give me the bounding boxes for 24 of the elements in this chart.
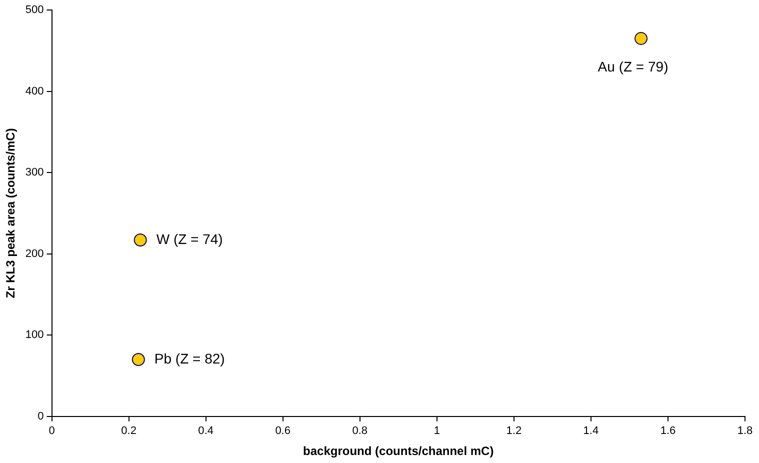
x-tick-label: 1.8 <box>737 425 753 438</box>
point <box>132 353 145 366</box>
y-tick-label: 100 <box>25 329 44 342</box>
x-tick-label: 1.2 <box>506 425 522 438</box>
y-tick-label: 500 <box>25 4 44 16</box>
annotation: Pb (Z = 82) <box>154 350 225 366</box>
y-tick-label: 200 <box>25 248 44 260</box>
y-tick-label: 400 <box>25 85 44 98</box>
x-tick-label: 0.2 <box>121 425 136 438</box>
x-tick-label: 1 <box>434 425 440 438</box>
y-tick-label: 0 <box>38 410 44 422</box>
x-tick-label: 1.4 <box>583 425 599 438</box>
point <box>134 234 147 247</box>
y-axis-title: Zr KL3 peak area (counts/mC) <box>4 128 18 298</box>
x-tick-label: 0.8 <box>352 425 368 438</box>
x-tick-label: 1.6 <box>660 425 676 438</box>
x-tick-label: 0.4 <box>198 425 214 438</box>
annotation: Au (Z = 79) <box>598 58 668 74</box>
x-axis-title: background (counts/channel mC) <box>303 444 494 458</box>
annotation: W (Z = 74) <box>156 230 223 247</box>
point <box>634 32 648 45</box>
x-tick-label: 0 <box>48 425 55 438</box>
y-tick-label: 300 <box>25 166 44 179</box>
x-tick-label: 0.6 <box>275 425 290 438</box>
